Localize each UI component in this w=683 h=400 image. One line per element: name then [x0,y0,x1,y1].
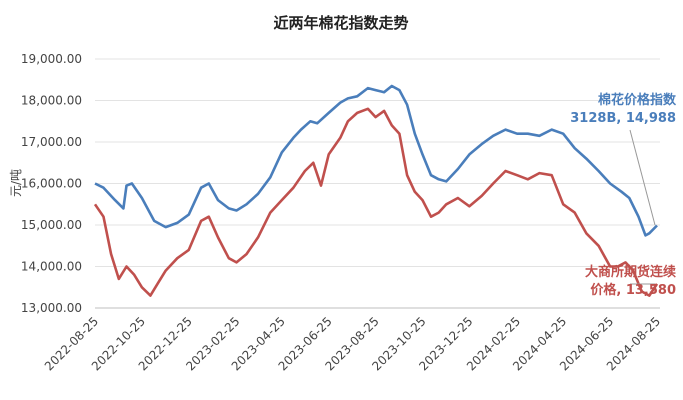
series-lines [93,84,659,297]
chart-title: 近两年棉花指数走势 [273,14,408,32]
x-axis-ticks: 2022-08-252022-10-252022-12-252023-02-25… [42,314,663,373]
y-tick-label: 15,000.00 [21,218,82,232]
grid-lines [95,58,660,309]
y-tick-label: 17,000.00 [21,135,82,149]
y-tick-label: 13,000.00 [21,301,82,315]
series-line-1 [93,107,659,297]
series-line-0 [94,84,658,237]
y-tick-label: 16,000.00 [21,177,82,191]
y-tick-label: 14,000.00 [21,260,82,274]
y-axis-ticks: 13,000.00 14,000.00 15,000.00 16,000.00 17,0… [21,52,82,315]
annotation-label: 棉花价格指数 [598,92,677,108]
annotation-label: 大商所期货连续 [585,264,676,280]
annotation-label: 3128B, 14,988 [570,111,676,126]
annotation-label: 价格, 13,580 [590,282,676,298]
y-tick-label: 19,000.00 [21,52,82,66]
annotation-leader-line [629,129,656,226]
y-axis-label: 元/吨 [9,169,23,197]
y-tick-label: 18,000.00 [21,94,82,108]
